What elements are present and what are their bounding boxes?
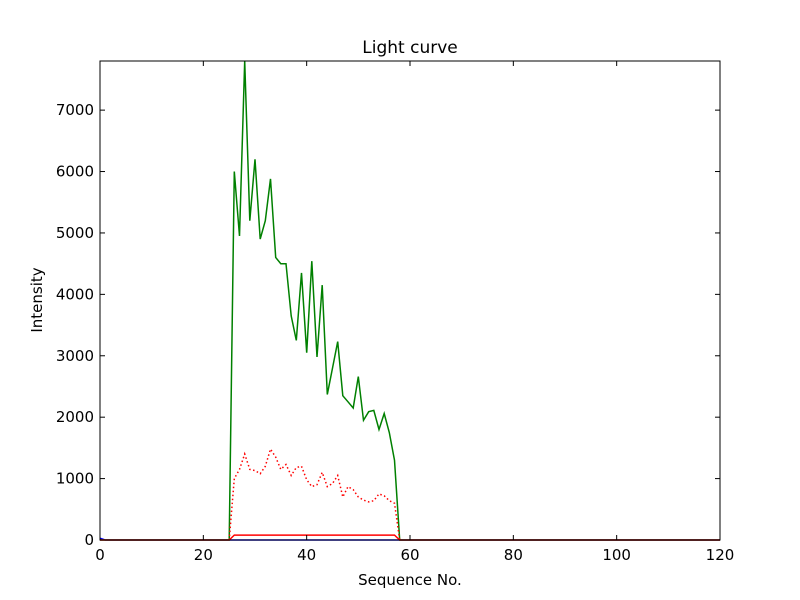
x-tick-label: 40	[297, 546, 316, 564]
y-tick-label: 7000	[56, 101, 94, 119]
y-tick-label: 1000	[56, 470, 94, 488]
x-tick-label: 120	[706, 546, 735, 564]
x-tick-label: 100	[602, 546, 631, 564]
series-red-dotted	[228, 447, 401, 541]
x-tick-label: 60	[400, 546, 419, 564]
y-tick-label: 6000	[56, 163, 94, 181]
y-tick-label: 2000	[56, 408, 94, 426]
series-green	[100, 60, 720, 541]
x-axis-label: Sequence No.	[358, 571, 462, 589]
x-tick-label: 0	[95, 546, 105, 564]
y-tick-label: 0	[84, 531, 94, 549]
y-tick-label: 4000	[56, 285, 94, 303]
x-tick-label: 80	[504, 546, 523, 564]
y-tick-label: 5000	[56, 224, 94, 242]
plot-frame	[99, 60, 721, 541]
chart-title: Light curve	[362, 38, 457, 58]
x-tick-label: 20	[194, 546, 213, 564]
y-tick-label: 3000	[56, 347, 94, 365]
y-axis-label: Intensity	[28, 267, 46, 332]
